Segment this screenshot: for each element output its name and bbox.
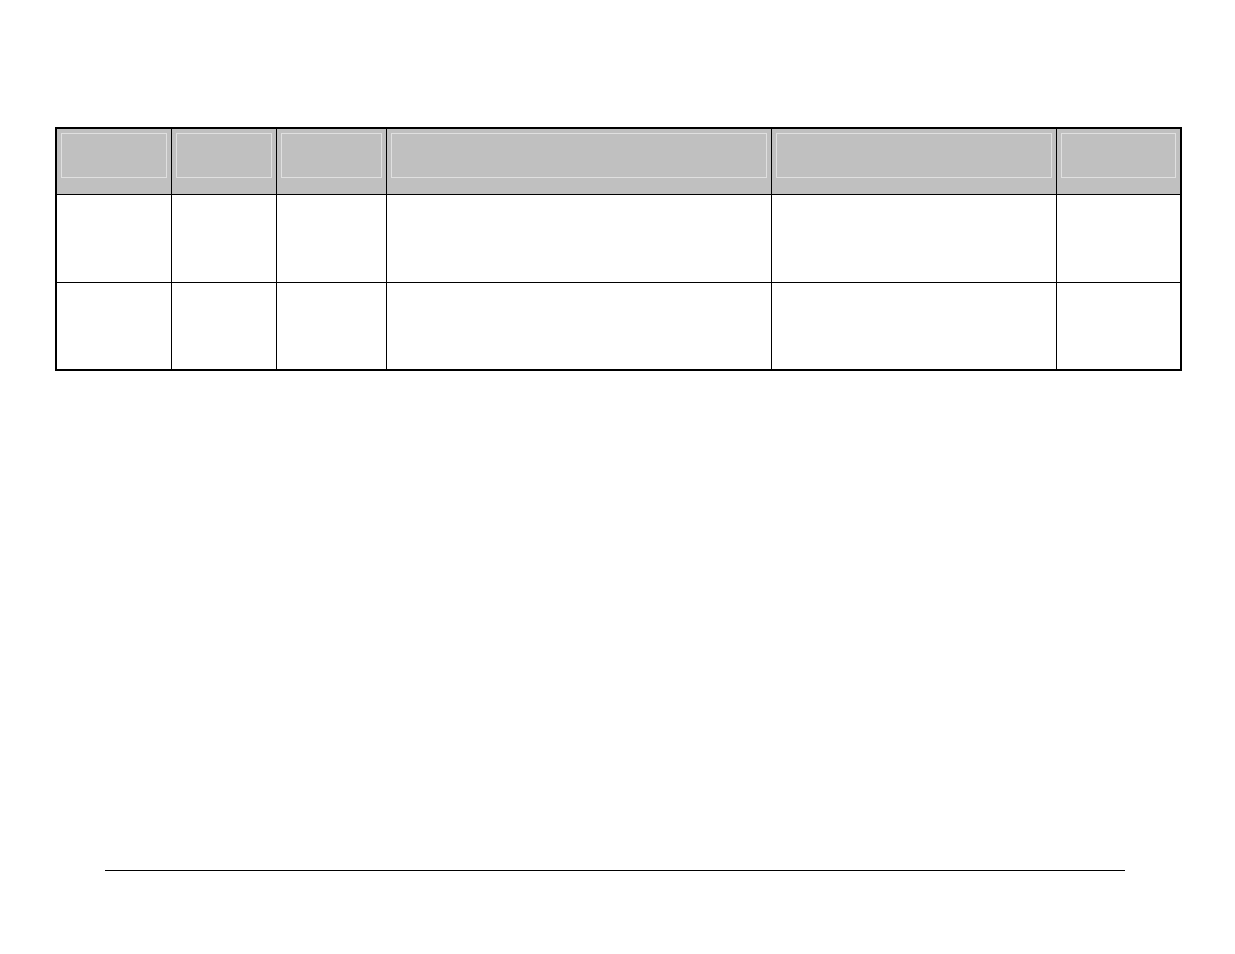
table-row xyxy=(56,194,1181,282)
table-row xyxy=(56,282,1181,370)
cell-r2c1 xyxy=(56,282,171,370)
table-header-row xyxy=(56,128,1181,194)
cell-r1c1 xyxy=(56,194,171,282)
header-cell-4 xyxy=(386,128,771,194)
cell-r1c4 xyxy=(386,194,771,282)
header-cell-2 xyxy=(171,128,276,194)
cell-r2c5 xyxy=(771,282,1056,370)
footer-rule xyxy=(105,870,1125,871)
cell-r2c3 xyxy=(276,282,386,370)
data-table xyxy=(55,127,1182,371)
cell-r2c6 xyxy=(1056,282,1181,370)
header-cell-3 xyxy=(276,128,386,194)
header-cell-1 xyxy=(56,128,171,194)
cell-r1c5 xyxy=(771,194,1056,282)
header-cell-5 xyxy=(771,128,1056,194)
page xyxy=(0,0,1235,954)
cell-r2c4 xyxy=(386,282,771,370)
cell-r2c2 xyxy=(171,282,276,370)
cell-r1c6 xyxy=(1056,194,1181,282)
cell-r1c2 xyxy=(171,194,276,282)
header-cell-6 xyxy=(1056,128,1181,194)
cell-r1c3 xyxy=(276,194,386,282)
